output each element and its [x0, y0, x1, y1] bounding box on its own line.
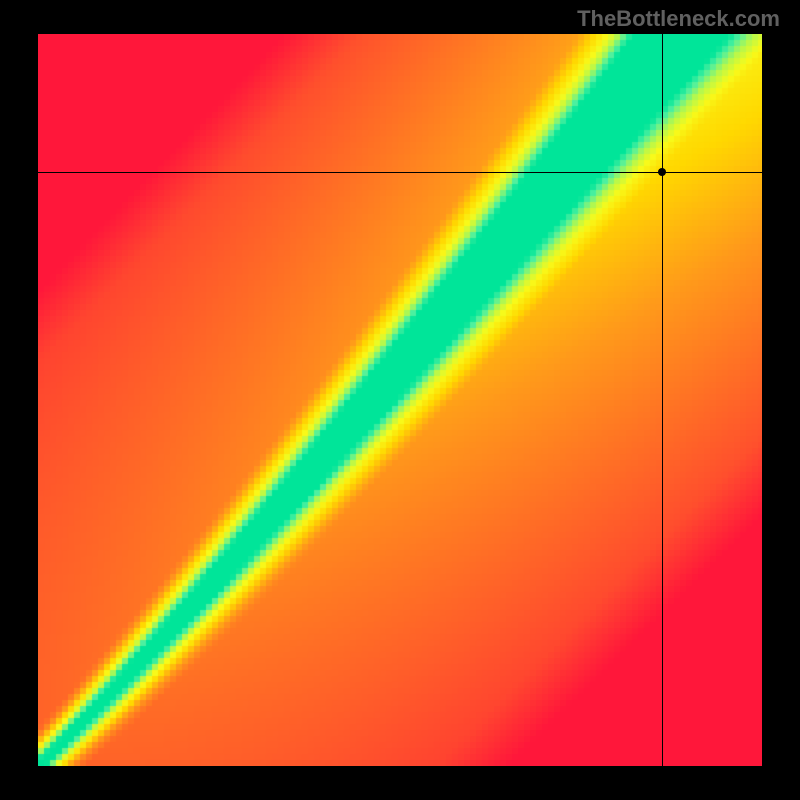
heatmap-plot — [38, 34, 762, 766]
crosshair-marker-dot — [658, 168, 666, 176]
crosshair-vertical — [662, 34, 663, 766]
crosshair-horizontal — [38, 172, 762, 173]
watermark-text: TheBottleneck.com — [577, 6, 780, 32]
heatmap-canvas — [38, 34, 762, 766]
